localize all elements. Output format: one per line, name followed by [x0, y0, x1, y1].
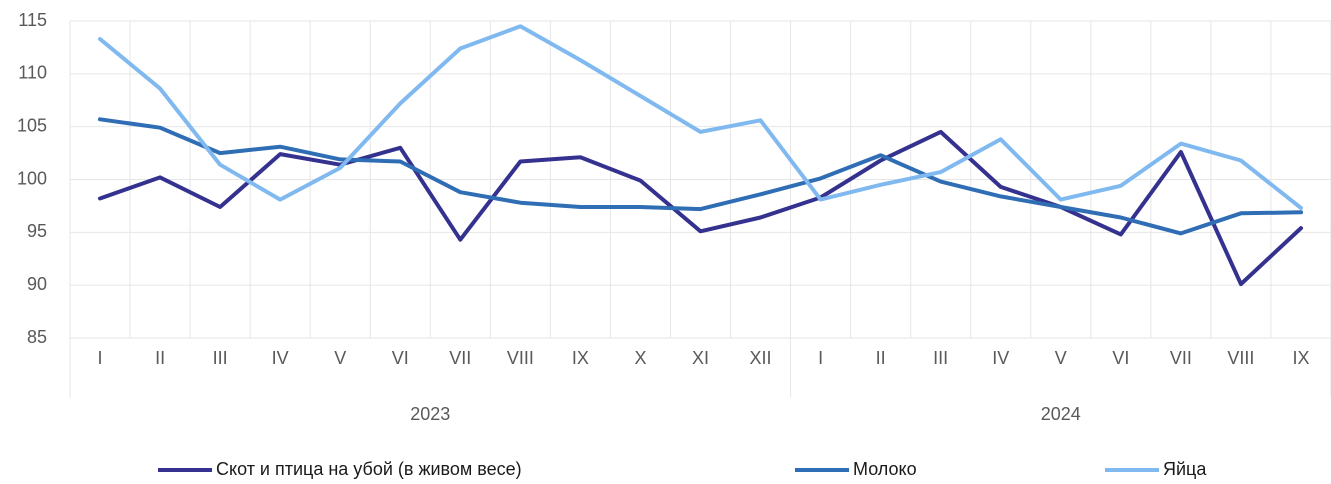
x-tick-label: X [634, 348, 646, 368]
series-line [98, 24, 1303, 210]
x-tick-label: VII [449, 348, 471, 368]
x-tick-label: VIII [507, 348, 534, 368]
x-tick-label: VI [392, 348, 409, 368]
series-line [98, 129, 1303, 287]
series-line [98, 117, 1303, 236]
y-tick-label: 100 [17, 168, 47, 188]
y-tick-label: 85 [27, 327, 47, 347]
y-tick-label: 90 [27, 274, 47, 294]
x-tick-label: III [213, 348, 228, 368]
y-tick-label: 95 [27, 221, 47, 241]
x-tick-label: II [155, 348, 165, 368]
x-tick-label: XI [692, 348, 709, 368]
y-tick-label: 105 [17, 115, 47, 135]
y-tick-label: 110 [18, 63, 47, 83]
x-tick-label: IX [1292, 348, 1309, 368]
x-tick-label: VI [1112, 348, 1129, 368]
x-tick-label: I [818, 348, 823, 368]
legend-label: Яйца [1163, 459, 1207, 479]
x-tick-label: V [1055, 348, 1067, 368]
legend-label: Молоко [853, 459, 917, 479]
x-tick-label: III [933, 348, 948, 368]
x-tick-label: II [876, 348, 886, 368]
x-tick-label: VII [1170, 348, 1192, 368]
x-tick-label: V [334, 348, 346, 368]
legend: Скот и птица на убой (в живом весе) Молок… [158, 459, 1207, 479]
x-tick-label: IV [272, 348, 289, 368]
x-tick-label: I [98, 348, 103, 368]
year-label: 2024 [1041, 404, 1081, 424]
x-tick-label: IX [572, 348, 589, 368]
year-label: 2023 [410, 404, 450, 424]
x-tick-label: VIII [1227, 348, 1254, 368]
legend-label: Скот и птица на убой (в живом весе) [216, 459, 522, 479]
x-tick-label: IV [992, 348, 1009, 368]
y-tick-label: 115 [18, 10, 47, 30]
x-tick-label: XII [750, 348, 772, 368]
